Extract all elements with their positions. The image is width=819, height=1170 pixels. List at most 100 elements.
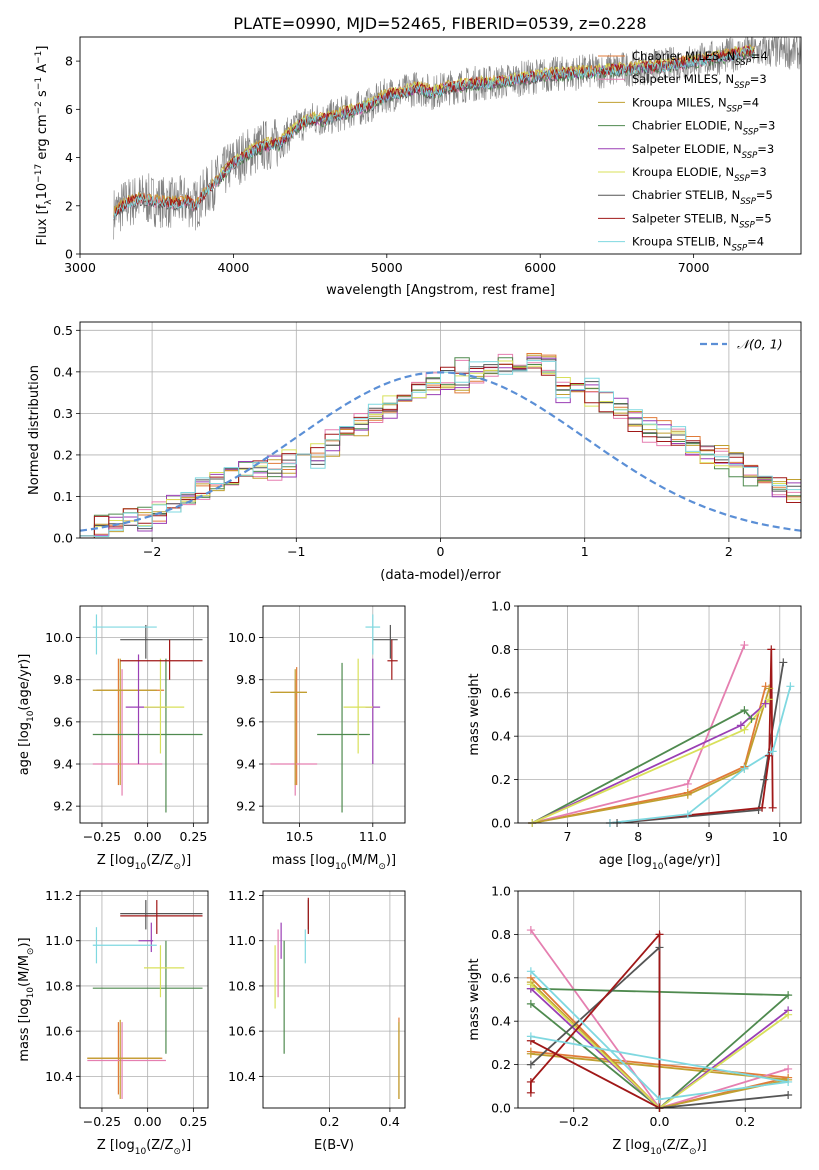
weight-point-marker bbox=[747, 714, 756, 723]
y-tick-label: 9.2 bbox=[236, 799, 256, 814]
weight-point-marker bbox=[784, 1064, 793, 1073]
legend-entry: 𝒩(0, 1) bbox=[737, 337, 783, 352]
x-axis-label: wavelength [Angstrom, rest frame] bbox=[326, 283, 555, 298]
legend-suffix: =4 bbox=[742, 95, 759, 109]
y-tick-label: 0.2 bbox=[491, 772, 511, 787]
axes-frame bbox=[262, 605, 406, 824]
mass-weight-vs-metallicity-plot: −0.2 0.0 0.2 0.0 0.2 0.4 0.6 0.8 1.0 Z [log10(Z/Z… bbox=[467, 884, 802, 1157]
y-tick-label: 1.0 bbox=[491, 599, 511, 614]
legend-entry: Chabrier ELODIE, NSSP=3 bbox=[632, 119, 775, 138]
weight-point-marker bbox=[768, 747, 777, 756]
weight-point-marker bbox=[526, 1060, 535, 1069]
y-tick-label: 0.2 bbox=[491, 1057, 511, 1072]
legend-entry: Chabrier MILES, NSSP=4 bbox=[632, 49, 768, 68]
label-part: )] bbox=[697, 1138, 707, 1153]
weight-series-line bbox=[530, 987, 789, 1108]
weight-point-marker bbox=[526, 1032, 535, 1041]
y-tick-label: 9.6 bbox=[236, 714, 256, 729]
weight-point-marker bbox=[683, 790, 692, 799]
weight-point-marker bbox=[758, 803, 767, 812]
weight-point-marker bbox=[655, 943, 664, 952]
y-tick-label: 9.6 bbox=[53, 714, 73, 729]
residual-histogram-plot: −2 −1 0 1 2 0.0 0.1 0.2 0.3 0.4 0.5 𝒩(0, 1) (data-mo… bbox=[27, 321, 802, 583]
normal-reference-curve bbox=[80, 371, 801, 532]
legend-entry: Chabrier STELIB, NSSP=5 bbox=[632, 188, 773, 207]
legend-subscript: SSP bbox=[727, 104, 743, 114]
legend-entry: Kroupa STELIB, NSSP=4 bbox=[632, 235, 764, 254]
legend-label: Kroupa ELODIE, N bbox=[632, 165, 734, 179]
weight-series-line bbox=[530, 970, 789, 1101]
legend-suffix: =4 bbox=[751, 49, 768, 63]
weight-point-marker bbox=[526, 926, 535, 935]
legend-subscript: SSP bbox=[739, 220, 755, 230]
label-part: −1 bbox=[34, 77, 44, 90]
y-axis-label: mass weight bbox=[467, 673, 482, 755]
weight-point-marker bbox=[526, 967, 535, 976]
legend-label: Salpeter MILES, N bbox=[632, 72, 734, 86]
model-spectrum-line bbox=[113, 46, 755, 219]
age-vs-mass-plot: 10.5 11.0 9.2 9.4 9.6 9.8 10.0 mass [log10(M/M⊙… bbox=[228, 605, 406, 872]
y-tick-label: 9.4 bbox=[53, 757, 73, 772]
label-part: ⊙ bbox=[173, 862, 181, 872]
x-tick-label: 0.25 bbox=[179, 1114, 207, 1129]
histogram-step-line bbox=[80, 354, 801, 537]
label-part: ⊙ bbox=[26, 948, 36, 956]
legend-subscript: SSP bbox=[742, 151, 758, 161]
legend-subscript: SSP bbox=[734, 81, 750, 91]
y-tick-label: 1.0 bbox=[491, 884, 511, 899]
label-part: mass [log bbox=[17, 998, 32, 1061]
legend-subscript: SSP bbox=[743, 128, 759, 138]
label-part: −17 bbox=[34, 164, 44, 183]
x-tick-label: 0.25 bbox=[179, 829, 207, 844]
figure-title: PLATE=0990, MJD=52465, FIBERID=0539, z=0… bbox=[233, 14, 646, 33]
legend-entry: Kroupa ELODIE, NSSP=3 bbox=[632, 165, 767, 184]
legend-label: Kroupa STELIB, N bbox=[632, 235, 732, 249]
label-part: A bbox=[35, 64, 50, 77]
x-tick-label: 0.0 bbox=[650, 1114, 670, 1129]
y-tick-label: 0.5 bbox=[53, 323, 73, 338]
axes-frame bbox=[79, 36, 802, 255]
legend-suffix: =3 bbox=[750, 72, 767, 86]
y-tick-label: 4 bbox=[65, 150, 73, 165]
y-tick-label: 0.2 bbox=[53, 447, 73, 462]
weight-point-marker bbox=[784, 1090, 793, 1099]
weight-series-line bbox=[531, 686, 767, 823]
y-tick-label: 0.0 bbox=[491, 816, 511, 831]
label-part: 10 bbox=[135, 862, 147, 872]
legend-entry: Salpeter MILES, NSSP=3 bbox=[632, 72, 767, 91]
weight-point-marker bbox=[784, 1077, 793, 1086]
mass-vs-ebv-plot: 0.2 0.4 10.4 10.6 10.8 11.0 11.2 E(B-V) bbox=[228, 888, 406, 1153]
y-axis-label: Flux [fλ10−17 erg cm−2 s−1 A−1] bbox=[34, 46, 54, 246]
weight-point-marker bbox=[655, 930, 664, 939]
x-tick-label: 6000 bbox=[524, 260, 556, 275]
weight-point-marker bbox=[740, 641, 749, 650]
label-part: (Z/Z bbox=[146, 1138, 173, 1153]
x-tick-label: 10 bbox=[772, 829, 788, 844]
y-tick-label: 10.0 bbox=[228, 630, 256, 645]
weight-point-marker bbox=[784, 1010, 793, 1019]
legend-subscript: SSP bbox=[732, 244, 748, 254]
x-axis-label: Z [log10(Z/Z⊙)] bbox=[612, 1138, 706, 1157]
label-part: Z [log bbox=[612, 1138, 650, 1153]
axes-frame bbox=[79, 890, 209, 1109]
x-axis-label: mass [log10(M/M⊙)] bbox=[272, 853, 396, 872]
y-tick-label: 11.2 bbox=[45, 888, 73, 903]
y-tick-label: 9.2 bbox=[53, 799, 73, 814]
y-tick-label: 0.4 bbox=[53, 364, 73, 379]
x-tick-label: 9 bbox=[705, 829, 713, 844]
weight-point-marker bbox=[784, 991, 793, 1000]
label-part: 10 bbox=[650, 1147, 662, 1157]
legend-label: Kroupa MILES, N bbox=[632, 95, 727, 109]
weight-point-marker bbox=[526, 980, 535, 989]
y-tick-label: 11.0 bbox=[228, 933, 256, 948]
label-part: Z [log bbox=[97, 853, 135, 868]
label-part: 10 bbox=[652, 862, 664, 872]
legend-suffix: =3 bbox=[750, 165, 767, 179]
label-part: ⊙ bbox=[378, 862, 386, 872]
weight-point-marker bbox=[765, 684, 774, 693]
weight-point-marker bbox=[765, 751, 774, 760]
y-tick-label: 0.8 bbox=[491, 642, 511, 657]
y-tick-label: 11.0 bbox=[45, 933, 73, 948]
x-tick-label: 0 bbox=[437, 544, 445, 559]
y-tick-label: 10.0 bbox=[45, 630, 73, 645]
